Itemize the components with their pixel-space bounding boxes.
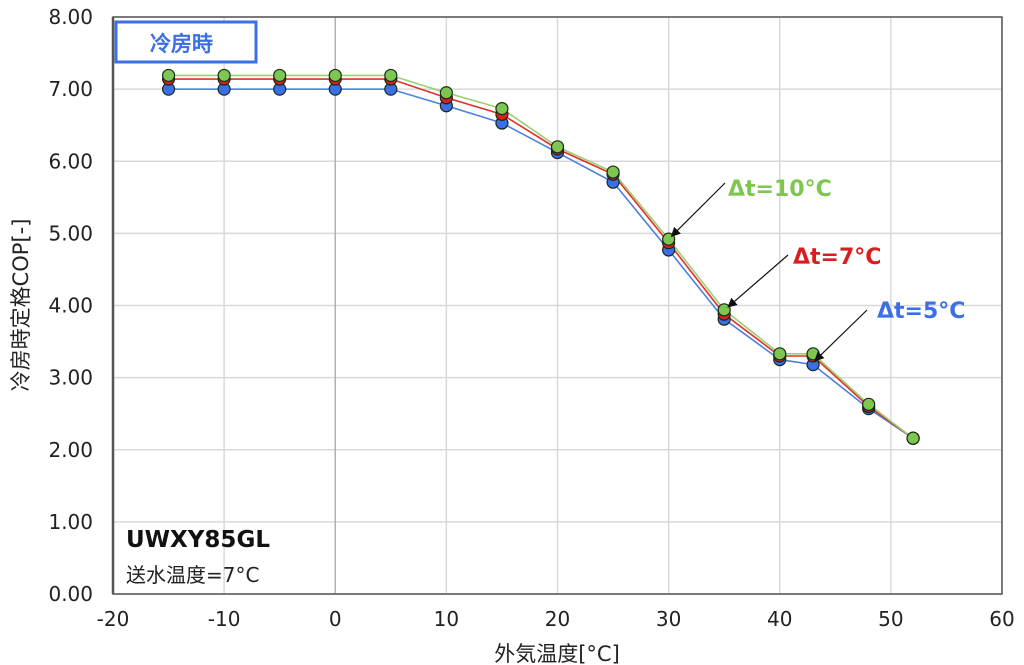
annotation-arrow bbox=[814, 309, 868, 362]
y-tick-label: 4.00 bbox=[48, 294, 93, 318]
y-axis-label: 冷房時定格COP[-] bbox=[9, 219, 33, 392]
data-point-series-2 bbox=[495, 101, 509, 116]
model-label: UWXY85GL bbox=[126, 527, 270, 553]
y-tick-label: 8.00 bbox=[48, 5, 93, 29]
x-tick-label: 20 bbox=[545, 607, 570, 631]
data-point-series-2 bbox=[717, 303, 731, 317]
annotation-arrows bbox=[670, 182, 868, 362]
title-box bbox=[114, 20, 258, 64]
x-axis-label: 外気温度[°C] bbox=[494, 642, 620, 665]
data-point-series-2 bbox=[906, 431, 920, 445]
chart-title: 冷房時 bbox=[150, 32, 213, 56]
data-point-series-2 bbox=[161, 68, 176, 83]
condition-label: 送水温度=7°C bbox=[126, 563, 259, 587]
grid bbox=[111, 16, 1003, 595]
series-points bbox=[161, 68, 920, 445]
legend-label-dt5: Δt=5°C bbox=[877, 299, 965, 324]
x-tick-label: 40 bbox=[767, 607, 792, 631]
x-tick-label: -10 bbox=[208, 607, 241, 631]
y-tick-label: 5.00 bbox=[48, 221, 93, 245]
x-tick-label: 0 bbox=[329, 607, 342, 631]
annotation-arrow bbox=[727, 254, 789, 308]
annotation-arrow bbox=[670, 182, 726, 237]
data-point-series-2 bbox=[862, 397, 876, 411]
y-tick-label: 2.00 bbox=[48, 438, 93, 462]
y-tick-label: 3.00 bbox=[48, 366, 93, 390]
x-tick-label: 60 bbox=[989, 607, 1014, 631]
x-tick-labels: -20 -10 0 10 20 30 40 50 60 bbox=[97, 607, 1015, 631]
x-tick-label: -20 bbox=[97, 607, 130, 631]
x-tick-label: 30 bbox=[656, 607, 681, 631]
data-point-series-2 bbox=[606, 165, 620, 179]
data-point-series-2 bbox=[217, 68, 231, 83]
x-tick-label: 10 bbox=[434, 607, 459, 631]
data-point-series-2 bbox=[384, 68, 398, 83]
legend-label-dt10: Δt=10°C bbox=[728, 177, 832, 202]
legend-label-dt7: Δt=7°C bbox=[793, 245, 881, 270]
data-point-series-2 bbox=[439, 86, 453, 100]
y-tick-label: 6.00 bbox=[48, 149, 93, 173]
y-tick-labels: 0.00 1.00 2.00 3.00 4.00 5.00 6.00 7.00 8.00 bbox=[48, 5, 93, 606]
data-point-series-2 bbox=[773, 347, 787, 361]
y-tick-label: 0.00 bbox=[48, 582, 93, 606]
y-tick-label: 1.00 bbox=[48, 510, 93, 534]
y-tick-label: 7.00 bbox=[48, 77, 93, 101]
data-point-series-2 bbox=[328, 68, 342, 83]
data-point-series-2 bbox=[273, 68, 287, 83]
x-tick-label: 50 bbox=[878, 607, 903, 631]
data-point-series-2 bbox=[550, 140, 565, 154]
